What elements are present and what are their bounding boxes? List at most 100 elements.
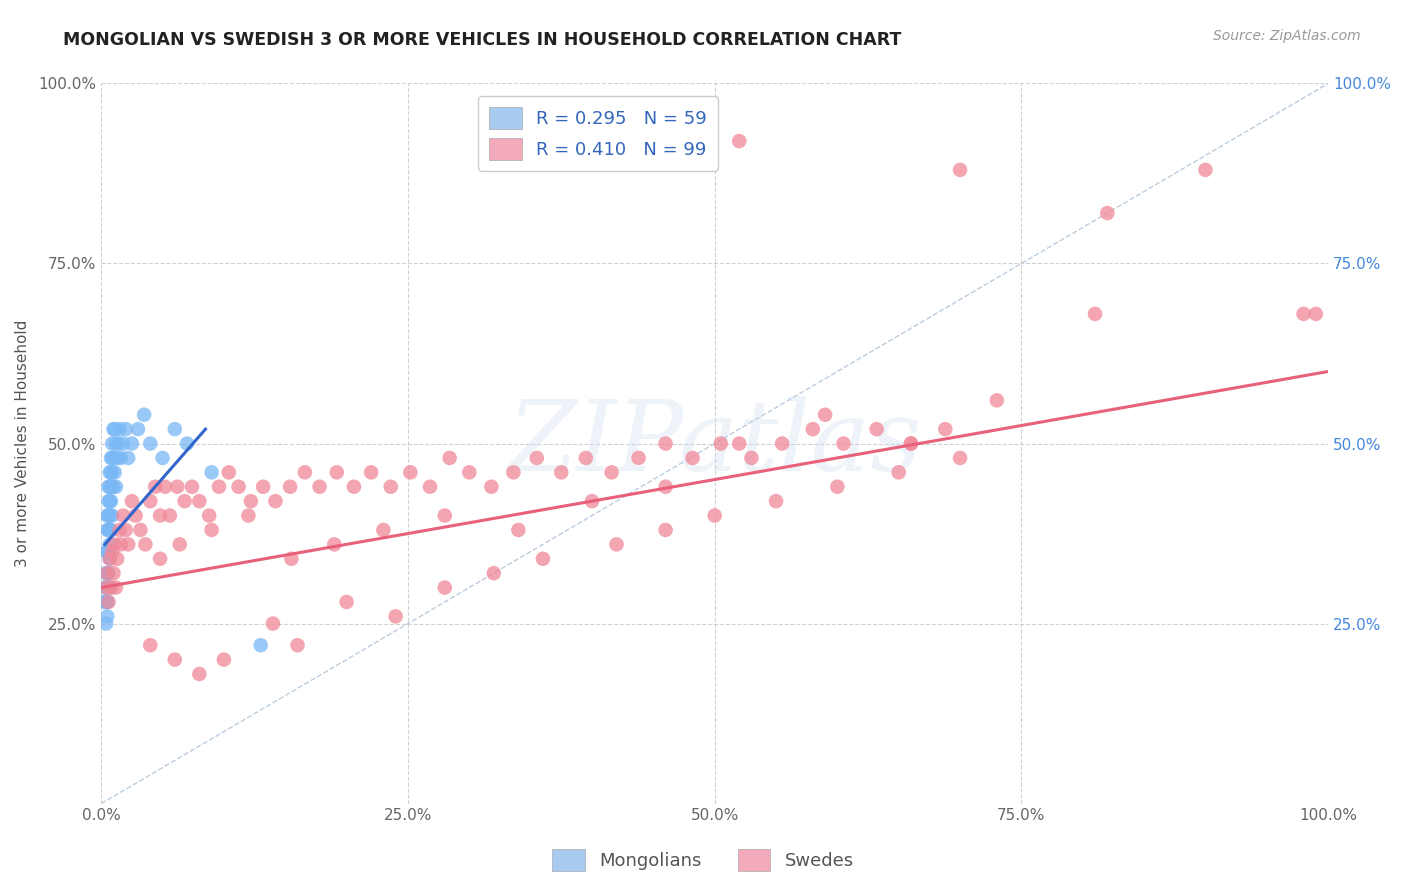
Point xyxy=(96,523,118,537)
Point xyxy=(97,480,120,494)
Point xyxy=(399,466,422,480)
Point xyxy=(100,523,122,537)
Point xyxy=(433,581,456,595)
Point xyxy=(94,566,117,581)
Point xyxy=(98,508,121,523)
Point xyxy=(153,480,176,494)
Point xyxy=(208,480,231,494)
Point xyxy=(96,581,118,595)
Point xyxy=(654,480,676,494)
Point xyxy=(103,566,125,581)
Point xyxy=(101,544,124,558)
Point xyxy=(550,466,572,480)
Point xyxy=(98,480,121,494)
Point xyxy=(104,436,127,450)
Point xyxy=(96,508,118,523)
Point xyxy=(201,466,224,480)
Point xyxy=(682,450,704,465)
Point xyxy=(169,537,191,551)
Point xyxy=(280,551,302,566)
Point xyxy=(139,436,162,450)
Point xyxy=(94,581,117,595)
Point xyxy=(419,480,441,494)
Point xyxy=(163,652,186,666)
Point xyxy=(728,436,751,450)
Legend: R = 0.295   N = 59, R = 0.410   N = 99: R = 0.295 N = 59, R = 0.410 N = 99 xyxy=(478,96,717,171)
Point xyxy=(166,480,188,494)
Point xyxy=(654,436,676,450)
Point xyxy=(94,544,117,558)
Point xyxy=(482,566,505,581)
Point xyxy=(827,480,849,494)
Point xyxy=(121,494,143,508)
Point xyxy=(100,480,122,494)
Point xyxy=(98,466,121,480)
Point xyxy=(96,609,118,624)
Point xyxy=(765,494,787,508)
Point xyxy=(98,581,121,595)
Point xyxy=(865,422,887,436)
Point xyxy=(107,436,129,450)
Point xyxy=(308,480,330,494)
Point xyxy=(97,544,120,558)
Point xyxy=(104,466,127,480)
Point xyxy=(832,436,855,450)
Point xyxy=(101,508,124,523)
Point xyxy=(326,466,349,480)
Point xyxy=(605,537,627,551)
Point xyxy=(94,595,117,609)
Point xyxy=(100,450,122,465)
Point xyxy=(101,436,124,450)
Point xyxy=(458,466,481,480)
Point xyxy=(600,466,623,480)
Point xyxy=(228,480,250,494)
Point xyxy=(198,508,221,523)
Point xyxy=(949,450,972,465)
Point xyxy=(134,408,156,422)
Point xyxy=(218,466,240,480)
Point xyxy=(129,523,152,537)
Point xyxy=(103,422,125,436)
Point xyxy=(262,616,284,631)
Point xyxy=(103,450,125,465)
Point xyxy=(728,134,751,148)
Point xyxy=(96,595,118,609)
Point xyxy=(101,450,124,465)
Point xyxy=(163,422,186,436)
Point xyxy=(149,508,172,523)
Point xyxy=(710,436,733,450)
Point xyxy=(1097,206,1119,220)
Point xyxy=(100,466,122,480)
Point xyxy=(114,523,136,537)
Point xyxy=(110,537,132,551)
Point xyxy=(121,436,143,450)
Point xyxy=(343,480,366,494)
Point xyxy=(97,494,120,508)
Point xyxy=(159,508,181,523)
Point xyxy=(181,480,204,494)
Point xyxy=(575,450,598,465)
Point xyxy=(1305,307,1327,321)
Point xyxy=(139,638,162,652)
Point xyxy=(264,494,287,508)
Point xyxy=(104,581,127,595)
Point xyxy=(986,393,1008,408)
Point xyxy=(508,523,530,537)
Point xyxy=(740,450,762,465)
Point xyxy=(104,422,127,436)
Point xyxy=(94,581,117,595)
Point xyxy=(1194,162,1216,177)
Point xyxy=(212,652,235,666)
Point xyxy=(134,537,156,551)
Point xyxy=(97,523,120,537)
Point xyxy=(278,480,301,494)
Point xyxy=(887,466,910,480)
Point xyxy=(531,551,554,566)
Point xyxy=(98,551,121,566)
Point xyxy=(127,422,149,436)
Point xyxy=(108,422,131,436)
Text: Source: ZipAtlas.com: Source: ZipAtlas.com xyxy=(1213,29,1361,43)
Legend: Mongolians, Swedes: Mongolians, Swedes xyxy=(546,842,860,879)
Point xyxy=(100,494,122,508)
Point xyxy=(323,537,346,551)
